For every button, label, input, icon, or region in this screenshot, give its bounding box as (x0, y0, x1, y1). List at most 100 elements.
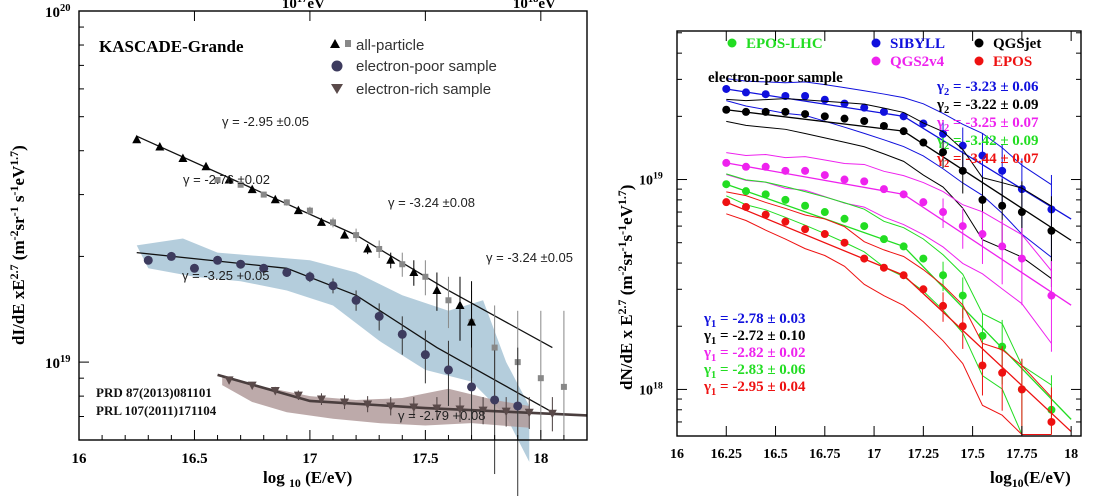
qgs2v4-point (939, 208, 948, 217)
all-particle-point (363, 243, 373, 253)
all-particle-point (409, 267, 419, 276)
electron-rich-point (432, 404, 442, 414)
qgsjet-point (1017, 208, 1026, 217)
qgs2v4-point (840, 175, 849, 184)
gamma2-label: γ2 = -3.44 ± 0.07 (936, 151, 1039, 170)
right-plot-frame (676, 30, 1082, 437)
qgsjet-point (879, 121, 888, 130)
epos-lhc-point (761, 190, 770, 199)
right-panel-title: electron-poor sample (708, 70, 843, 86)
electron-poor-point (490, 395, 500, 405)
electron-poor-point (351, 295, 361, 305)
sibyll-point (939, 129, 948, 138)
electron-poor-point (189, 263, 199, 273)
legend-marker-icon (871, 38, 881, 48)
all-particle-point (316, 217, 326, 226)
sibyll-point (820, 95, 829, 104)
epos-point (781, 217, 790, 226)
electron-rich-point (224, 376, 234, 385)
epos-point (919, 285, 928, 294)
electron-rich-point (386, 402, 396, 411)
grey-square-point (237, 181, 244, 188)
qgs2v4-point (860, 177, 869, 186)
sibyll-point (722, 84, 731, 93)
right-x-tick-label: 17.25 (908, 447, 940, 462)
right-y-tick-label: 1019 (639, 171, 663, 189)
epos-lhc-point (820, 208, 829, 217)
left-y-axis-title: dI/dE xE2.7 (m-2sr-1 s-1eV1.7) (7, 145, 28, 345)
qgsjet-point (978, 195, 987, 204)
epos-point (801, 225, 810, 234)
electron-poor-point (420, 350, 430, 360)
epos-point (722, 198, 731, 207)
sibyll-band-lower (726, 100, 1052, 258)
grey-square-point (330, 219, 336, 226)
epos-point (820, 230, 829, 239)
electron-rich-band (222, 374, 530, 428)
qgs2v4-point (820, 171, 829, 180)
epos-lhc-point (919, 254, 928, 263)
grey-square-point (376, 245, 383, 252)
electron-rich-point (247, 381, 257, 391)
electron-rich-point (478, 406, 488, 416)
gamma1-label: γ1 = -2.83 ± 0.06 (703, 362, 806, 381)
gamma1-label: γ1 = -2.95 ± 0.04 (703, 379, 806, 398)
qgs2v4-point (741, 162, 750, 171)
qgs2v4-point (958, 222, 967, 231)
legend-entry-label: EPOS-LHC (746, 36, 823, 52)
qgsjet-point (919, 138, 928, 147)
legend-marker-icon (974, 38, 984, 48)
grey-square-point (399, 261, 406, 268)
legend-electron-poor-circle-icon (331, 60, 343, 72)
all-particle-point (224, 175, 234, 184)
sibyll-point (899, 112, 908, 121)
right-x-tick-label: 17 (867, 447, 881, 462)
qgs2v4-point (998, 242, 1007, 251)
epos-point (741, 202, 750, 211)
right-x-tick-label: 16.5 (763, 447, 788, 462)
legend-marker-icon (974, 56, 984, 66)
qgsjet-point (722, 105, 731, 114)
left-x-tick-label: 18 (533, 451, 548, 467)
electron-poor-point (166, 251, 176, 261)
left-top-axis-label: 1017eV (282, 0, 325, 12)
epos-lhc-point (939, 271, 948, 280)
all-particle-point (132, 134, 142, 144)
right-y-axis-title: dN/dE x E2.7 (m-2sr-1s-1eV1.7) (615, 185, 636, 390)
legend-entry-label: QGSjet (993, 36, 1041, 52)
all-particle-point (467, 317, 477, 326)
qgsjet-point (939, 148, 948, 157)
right-x-tick-label: 18 (1064, 447, 1078, 462)
legend-entry-label: electron-rich sample (356, 81, 491, 98)
epos-lhc-point (958, 291, 967, 300)
fit-gamma-label: γ = -3.24 ±0.05 (486, 250, 573, 265)
fit-gamma-label: γ = -2.79 +0.08 (398, 408, 485, 423)
electron-rich-point (293, 391, 303, 401)
qgsjet-point (741, 107, 750, 116)
qgs2v4-point (761, 162, 770, 171)
qgs2v4-point (978, 230, 987, 239)
grey-square-point (445, 297, 452, 304)
legend-marker-icon (727, 38, 737, 48)
epos-lhc-point (840, 214, 849, 223)
epos-band-upper (726, 191, 1052, 398)
qgs2v4-point (801, 166, 810, 175)
sibyll-point (801, 91, 810, 100)
electron-poor-point (143, 255, 153, 265)
gamma1-label: γ1 = -2.82 ± 0.02 (703, 345, 806, 364)
electron-poor-point (374, 311, 384, 321)
epos-point (860, 254, 869, 263)
right-x-axis-title: log10(E/eV) (990, 468, 1071, 490)
qgsjet-point (958, 166, 967, 175)
grey-square-point (537, 375, 544, 382)
qgsjet-point (998, 201, 1007, 210)
gamma2-label: γ2 = -3.25 ± 0.07 (936, 115, 1039, 134)
qgsjet-point (1047, 226, 1056, 235)
all-particle-point (270, 194, 280, 204)
right-x-tick-label: 17.75 (1006, 447, 1038, 462)
qgs2v4-band-upper (726, 152, 1052, 272)
epos-band-lower (726, 213, 1052, 435)
electron-rich-point (340, 398, 350, 407)
gamma1-label: γ1 = -2.72 ± 0.10 (703, 328, 806, 347)
